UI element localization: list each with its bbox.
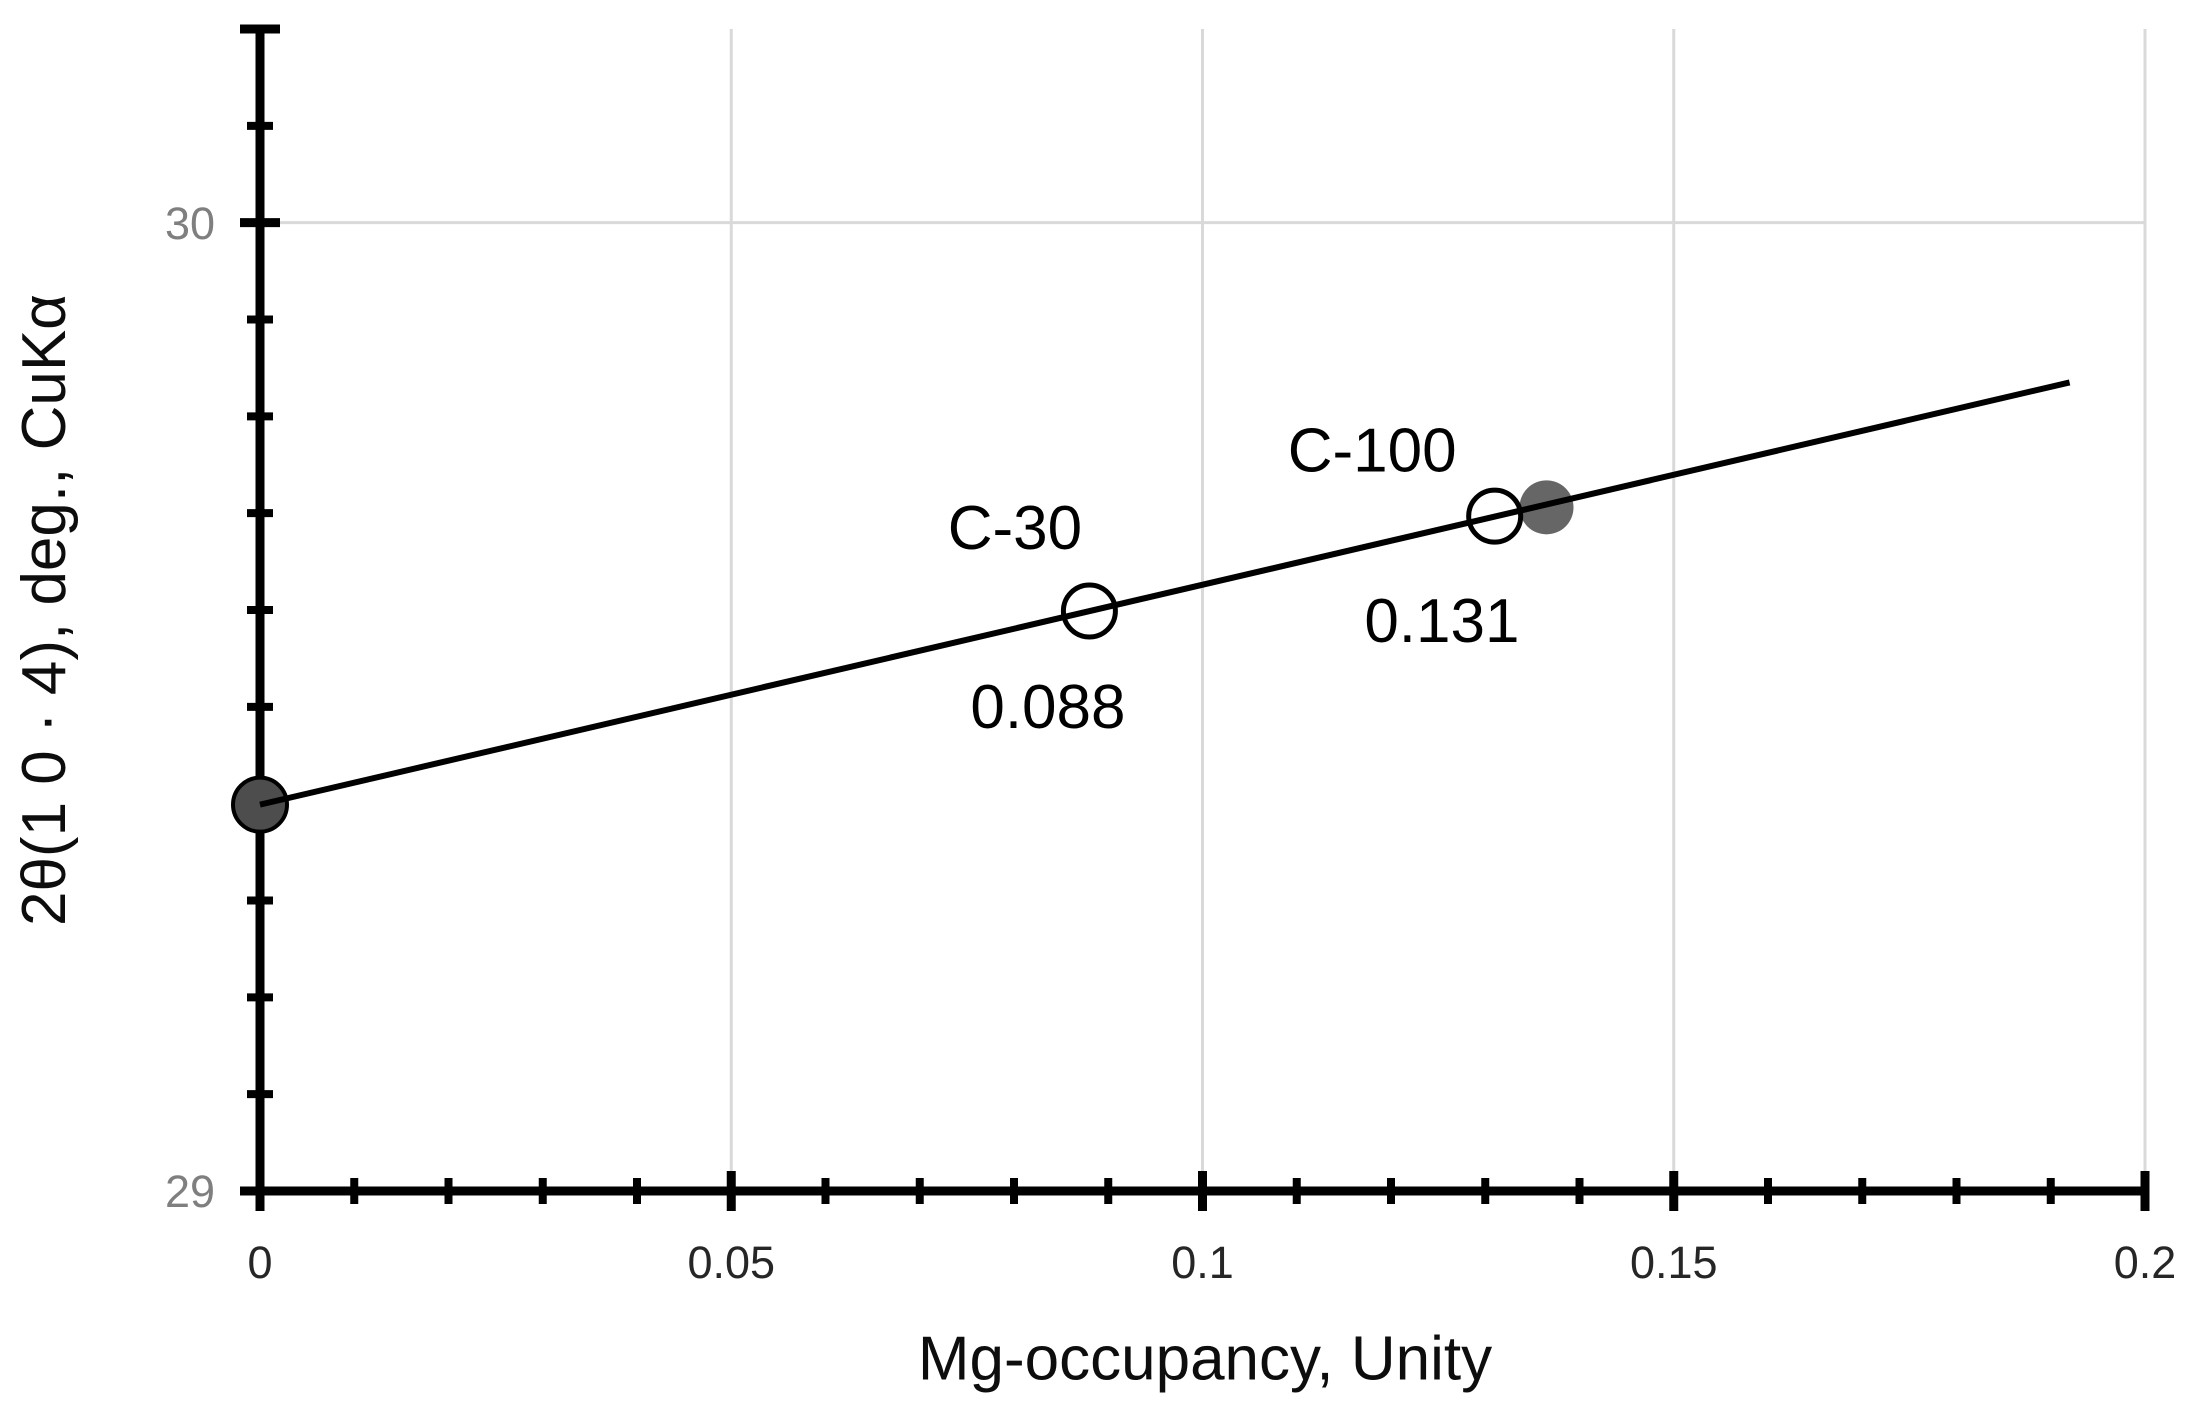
data-point-C-30 [1060, 582, 1118, 640]
point-label-C-100: C-100 [1288, 417, 1457, 486]
gridlines-layer [260, 29, 2147, 1191]
y-tick-label: 30 [165, 198, 215, 249]
x-tick-label: 0.1 [1171, 1237, 1234, 1288]
x-axis-title: Mg-occupancy, Unity [918, 1324, 1492, 1393]
trendline-layer [259, 379, 2071, 808]
open-points-layer [1060, 487, 1524, 640]
x-tick-label: 0.05 [687, 1237, 775, 1288]
trendline [259, 379, 2071, 808]
y-axis-title: 2θ(1 0 · 4), deg., CuKα [10, 294, 79, 926]
ticks-layer [240, 24, 2150, 1211]
point-value-label-C-100: 0.131 [1364, 587, 1519, 656]
y-tick-label: 29 [165, 1166, 215, 1217]
point-labels-layer: C-30 0.088 C-100 0.131 [948, 417, 1520, 743]
x-tick-label: 0 [247, 1237, 272, 1288]
x-tick-label: 0.2 [2114, 1237, 2177, 1288]
tick-labels-layer: 0 0.05 0.1 0.15 0.2 29 30 [165, 198, 2176, 1288]
point-value-label-C-30: 0.088 [970, 673, 1125, 742]
x-tick-label: 0.15 [1630, 1237, 1718, 1288]
data-point-C-100 [1466, 487, 1524, 545]
point-label-C-30: C-30 [948, 494, 1082, 563]
